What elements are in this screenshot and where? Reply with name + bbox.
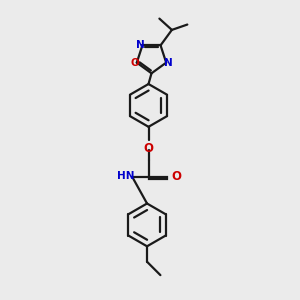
Text: N: N: [164, 58, 173, 68]
Text: N: N: [136, 40, 144, 50]
Text: O: O: [171, 170, 181, 183]
Text: O: O: [131, 58, 140, 68]
Text: HN: HN: [117, 171, 134, 181]
Text: O: O: [143, 142, 154, 155]
